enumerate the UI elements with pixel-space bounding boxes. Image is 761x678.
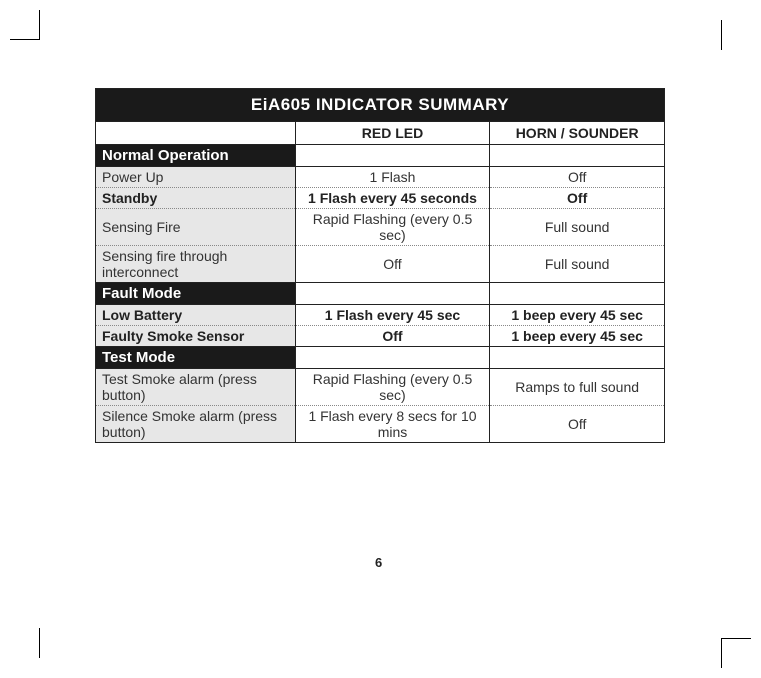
row-led: 1 Flash bbox=[295, 167, 490, 188]
section-fault-mode: Fault Mode bbox=[96, 283, 296, 305]
header-blank bbox=[96, 122, 296, 145]
row-label: Silence Smoke alarm (press button) bbox=[96, 406, 296, 443]
section-blank bbox=[295, 347, 490, 369]
indicator-table: EiA605 INDICATOR SUMMARY RED LED HORN / … bbox=[95, 88, 665, 443]
row-label: Test Smoke alarm (press button) bbox=[96, 369, 296, 406]
crop-mark-tl bbox=[10, 10, 40, 40]
row-led: Rapid Flashing (every 0.5 sec) bbox=[295, 209, 490, 246]
row-horn: Off bbox=[490, 188, 665, 209]
section-blank bbox=[490, 283, 665, 305]
section-test-mode: Test Mode bbox=[96, 347, 296, 369]
section-blank bbox=[295, 283, 490, 305]
row-label: Sensing Fire bbox=[96, 209, 296, 246]
row-horn: 1 beep every 45 sec bbox=[490, 305, 665, 326]
row-led: 1 Flash every 8 secs for 10 mins bbox=[295, 406, 490, 443]
crop-mark-bl bbox=[10, 628, 40, 658]
crop-mark-tr bbox=[721, 20, 751, 50]
row-led: Off bbox=[295, 246, 490, 283]
row-horn: 1 beep every 45 sec bbox=[490, 326, 665, 347]
header-red-led: RED LED bbox=[295, 122, 490, 145]
row-horn: Off bbox=[490, 406, 665, 443]
section-normal-operation: Normal Operation bbox=[96, 145, 296, 167]
section-blank bbox=[295, 145, 490, 167]
crop-mark-br bbox=[721, 638, 751, 668]
page-content: EiA605 INDICATOR SUMMARY RED LED HORN / … bbox=[95, 88, 665, 443]
row-led: Off bbox=[295, 326, 490, 347]
section-blank bbox=[490, 347, 665, 369]
row-horn: Off bbox=[490, 167, 665, 188]
row-horn: Full sound bbox=[490, 246, 665, 283]
row-horn: Full sound bbox=[490, 209, 665, 246]
row-led: 1 Flash every 45 sec bbox=[295, 305, 490, 326]
page-number: 6 bbox=[375, 555, 382, 570]
table-title: EiA605 INDICATOR SUMMARY bbox=[96, 89, 665, 122]
header-horn: HORN / SOUNDER bbox=[490, 122, 665, 145]
row-label: Power Up bbox=[96, 167, 296, 188]
row-led: Rapid Flashing (every 0.5 sec) bbox=[295, 369, 490, 406]
row-led: 1 Flash every 45 seconds bbox=[295, 188, 490, 209]
row-label: Standby bbox=[96, 188, 296, 209]
row-label: Low Battery bbox=[96, 305, 296, 326]
section-blank bbox=[490, 145, 665, 167]
row-label: Sensing fire through interconnect bbox=[96, 246, 296, 283]
row-label: Faulty Smoke Sensor bbox=[96, 326, 296, 347]
row-horn: Ramps to full sound bbox=[490, 369, 665, 406]
